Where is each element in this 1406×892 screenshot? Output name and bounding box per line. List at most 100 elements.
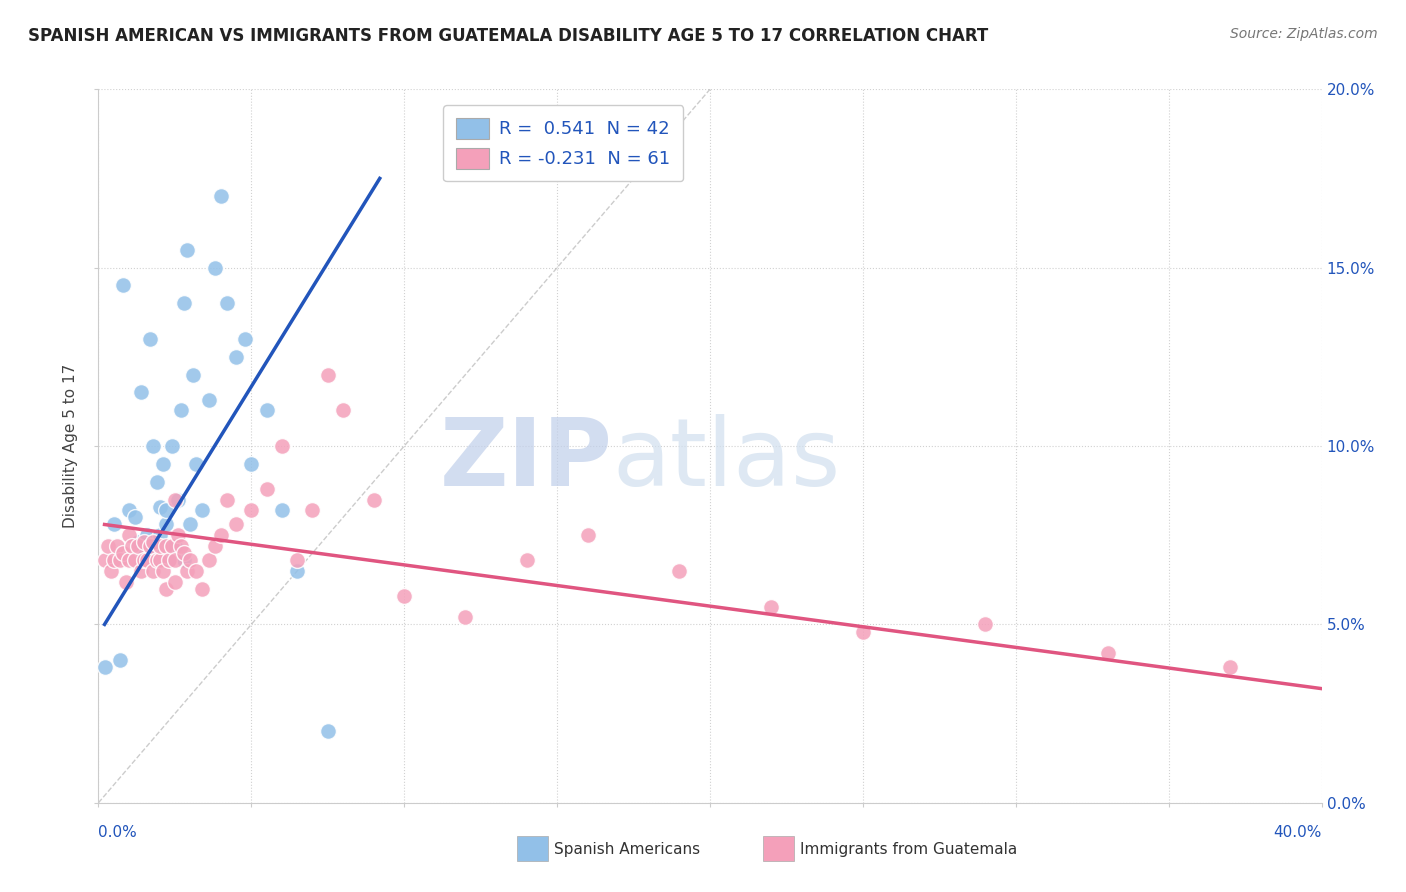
Point bbox=[233, 332, 256, 346]
Point bbox=[225, 350, 247, 364]
Point bbox=[316, 724, 339, 739]
Point bbox=[155, 582, 177, 596]
Point bbox=[111, 278, 134, 293]
Point bbox=[225, 517, 247, 532]
Point bbox=[1219, 660, 1241, 674]
Point bbox=[139, 539, 162, 553]
Point bbox=[155, 539, 177, 553]
Point bbox=[100, 564, 122, 578]
Point bbox=[256, 482, 278, 496]
Point bbox=[173, 553, 195, 567]
Point bbox=[103, 553, 125, 567]
Point bbox=[136, 553, 159, 567]
Point bbox=[173, 296, 195, 310]
Point bbox=[197, 392, 219, 407]
Point bbox=[139, 332, 162, 346]
Point bbox=[209, 189, 232, 203]
Point bbox=[142, 439, 165, 453]
Point bbox=[115, 574, 138, 589]
Text: 40.0%: 40.0% bbox=[1274, 825, 1322, 840]
Point bbox=[157, 553, 180, 567]
Point bbox=[145, 553, 167, 567]
Point bbox=[155, 517, 177, 532]
Point bbox=[129, 564, 152, 578]
Point bbox=[668, 564, 690, 578]
Point bbox=[127, 539, 149, 553]
Point bbox=[149, 528, 172, 542]
Point bbox=[121, 539, 143, 553]
Point bbox=[186, 457, 208, 471]
Point bbox=[167, 492, 190, 507]
Point bbox=[108, 553, 131, 567]
Point bbox=[152, 457, 174, 471]
Point bbox=[142, 535, 165, 549]
Point bbox=[97, 539, 120, 553]
Point bbox=[134, 535, 156, 549]
Text: SPANISH AMERICAN VS IMMIGRANTS FROM GUATEMALA DISABILITY AGE 5 TO 17 CORRELATION: SPANISH AMERICAN VS IMMIGRANTS FROM GUAT… bbox=[28, 27, 988, 45]
Text: Source: ZipAtlas.com: Source: ZipAtlas.com bbox=[1230, 27, 1378, 41]
Point bbox=[179, 517, 201, 532]
Point bbox=[181, 368, 204, 382]
Point bbox=[392, 589, 416, 603]
Point bbox=[93, 553, 115, 567]
Point bbox=[145, 475, 167, 489]
Point bbox=[157, 553, 180, 567]
Point bbox=[215, 296, 238, 310]
Point bbox=[118, 503, 141, 517]
Point bbox=[136, 528, 159, 542]
Point bbox=[176, 243, 198, 257]
Legend: R =  0.541  N = 42, R = -0.231  N = 61: R = 0.541 N = 42, R = -0.231 N = 61 bbox=[443, 105, 683, 181]
Text: ZIP: ZIP bbox=[439, 414, 612, 507]
Point bbox=[197, 553, 219, 567]
Point bbox=[332, 403, 354, 417]
Point bbox=[160, 539, 183, 553]
Point bbox=[127, 535, 149, 549]
Y-axis label: Disability Age 5 to 17: Disability Age 5 to 17 bbox=[63, 364, 79, 528]
Point bbox=[129, 385, 152, 400]
Point bbox=[170, 403, 193, 417]
Point bbox=[974, 617, 997, 632]
Point bbox=[204, 539, 226, 553]
Point bbox=[163, 574, 186, 589]
Point bbox=[270, 439, 292, 453]
Point bbox=[270, 503, 292, 517]
Point bbox=[516, 553, 538, 567]
Point bbox=[124, 510, 146, 524]
Point bbox=[149, 553, 172, 567]
Point bbox=[134, 553, 156, 567]
Text: atlas: atlas bbox=[612, 414, 841, 507]
Point bbox=[316, 368, 339, 382]
Point bbox=[149, 539, 172, 553]
Point bbox=[134, 546, 156, 560]
Point bbox=[576, 528, 599, 542]
Point bbox=[240, 503, 263, 517]
Point bbox=[1097, 646, 1119, 660]
Point bbox=[170, 539, 193, 553]
Point bbox=[454, 610, 477, 624]
Point bbox=[285, 553, 308, 567]
Point bbox=[163, 553, 186, 567]
Point bbox=[256, 403, 278, 417]
Point bbox=[173, 546, 195, 560]
Point bbox=[163, 539, 186, 553]
Point bbox=[191, 503, 214, 517]
Point bbox=[155, 503, 177, 517]
Point bbox=[852, 624, 875, 639]
Text: 0.0%: 0.0% bbox=[98, 825, 138, 840]
Point bbox=[160, 439, 183, 453]
Point bbox=[240, 457, 263, 471]
Point bbox=[301, 503, 323, 517]
Point bbox=[191, 582, 214, 596]
Point bbox=[93, 660, 115, 674]
Point bbox=[179, 553, 201, 567]
Point bbox=[167, 528, 190, 542]
Point bbox=[204, 260, 226, 275]
Point bbox=[363, 492, 385, 507]
Point bbox=[103, 517, 125, 532]
Point bbox=[118, 553, 141, 567]
Point bbox=[142, 539, 165, 553]
Point bbox=[285, 564, 308, 578]
Point bbox=[152, 564, 174, 578]
Point bbox=[118, 528, 141, 542]
Point bbox=[186, 564, 208, 578]
